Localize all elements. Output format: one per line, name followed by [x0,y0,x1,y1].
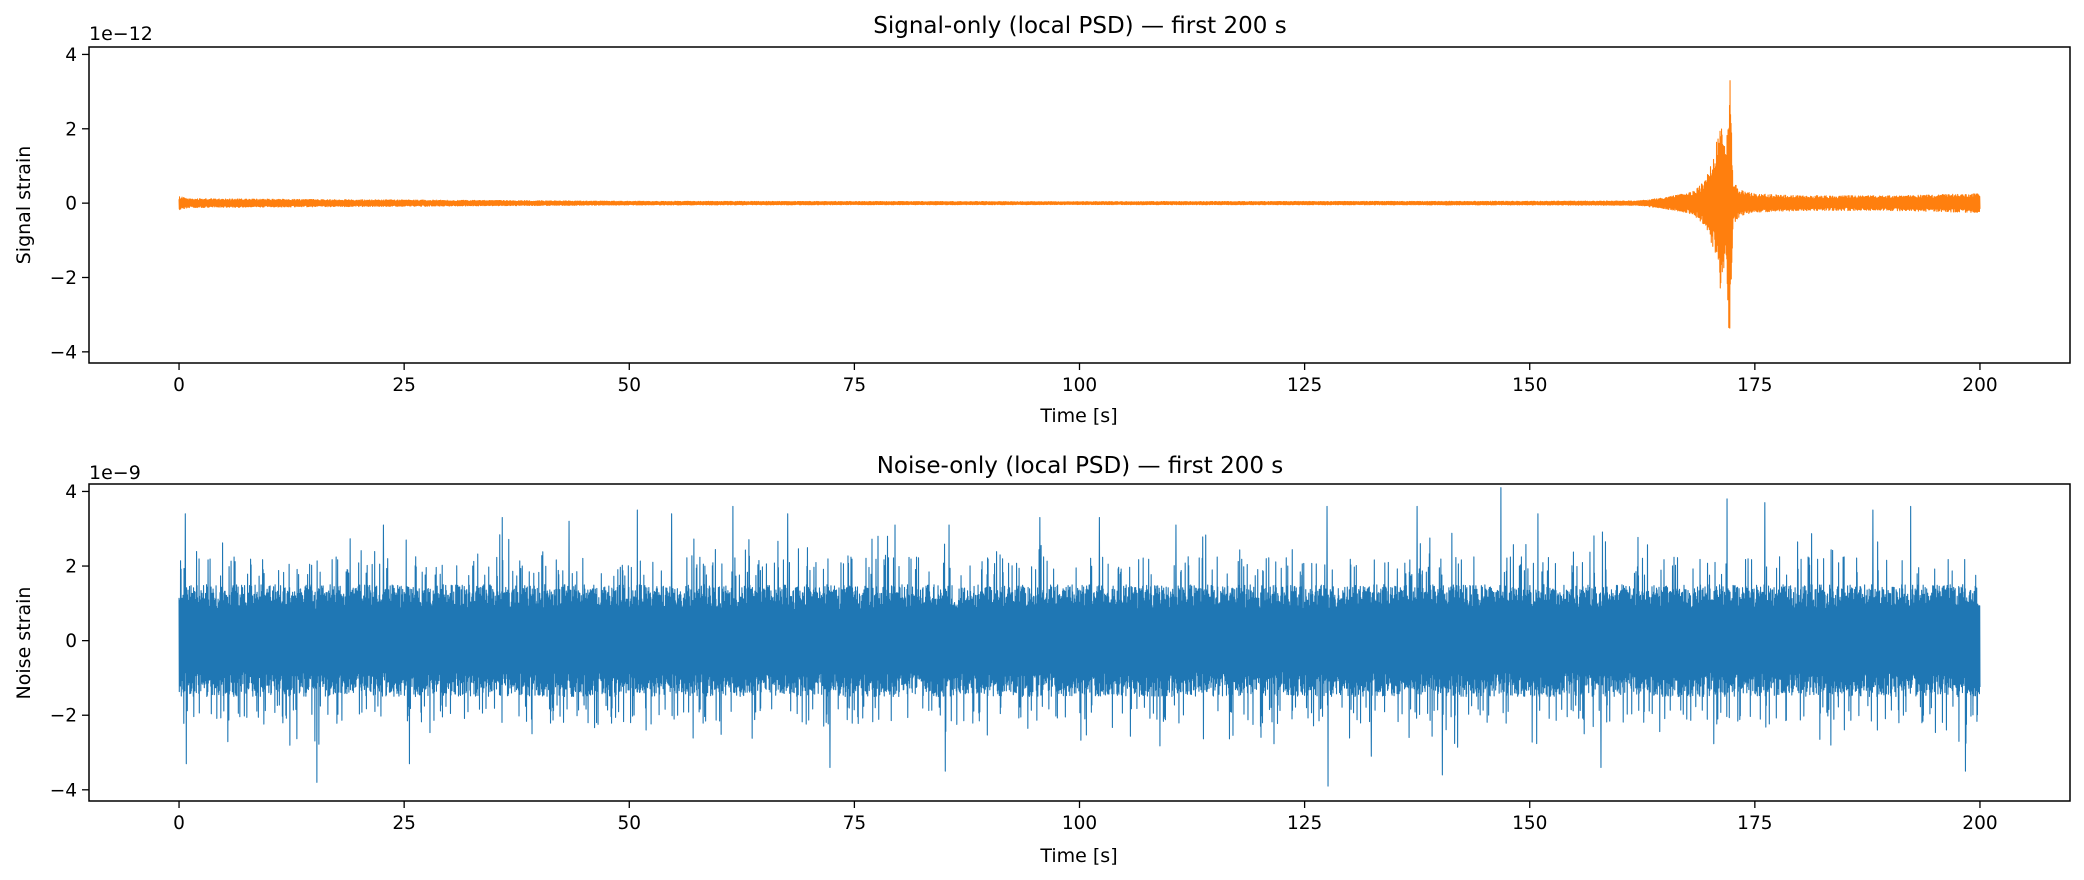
noise-x-axis-label: Time [s] [1039,845,1117,867]
signal-y-tick-label: 4 [65,45,77,66]
noise-x-tick-label: 150 [1512,813,1547,834]
noise-series-line [178,487,1981,787]
noise-y-tick-label: −4 [50,780,77,801]
signal-panel: Signal-only (local PSD) — first 200 s 1e… [13,13,2071,427]
noise-x-tick-label: 25 [392,813,416,834]
signal-y-tick-label: 0 [65,194,77,215]
signal-x-tick-label: 175 [1737,375,1772,396]
signal-y-tick-label: −2 [50,268,77,289]
noise-y-tick-label: −2 [50,706,77,727]
signal-x-tick-label: 75 [843,375,867,396]
noise-x-tick-label: 125 [1287,813,1322,834]
noise-y-axis-label: Noise strain [13,587,35,700]
noise-x-tick-label: 200 [1962,813,1997,834]
noise-x-tick-label: 175 [1737,813,1772,834]
signal-x-tick-label: 125 [1287,375,1322,396]
noise-y-tick-label: 0 [65,631,77,652]
signal-y-axis: −4 −2 0 2 4 [50,45,89,363]
noise-y-tick-label: 2 [65,557,77,578]
signal-x-tick-label: 50 [617,375,641,396]
signal-x-axis: 0 25 50 75 100 125 150 175 200 [173,363,1998,396]
signal-x-axis-label: Time [s] [1039,405,1117,427]
noise-panel: Noise-only (local PSD) — first 200 s 1e−… [13,453,2071,867]
signal-x-tick-label: 25 [392,375,416,396]
noise-x-tick-label: 100 [1062,813,1097,834]
noise-x-axis: 0 25 50 75 100 125 150 175 200 [173,801,1998,834]
noise-axes-frame [88,483,2071,802]
noise-y-tick-label: 4 [65,482,77,503]
signal-y-offset-label: 1e−12 [89,23,153,45]
signal-axes-frame [88,46,2071,364]
signal-y-axis-label: Signal strain [13,146,35,265]
signal-plot-area [178,80,1981,329]
signal-y-tick-label: 2 [65,119,77,140]
noise-y-axis: −4 −2 0 2 4 [50,482,89,801]
signal-series-line [178,80,1981,329]
noise-chart-title: Noise-only (local PSD) — first 200 s [877,453,1284,479]
signal-x-tick-label: 150 [1512,375,1547,396]
signal-chart-title: Signal-only (local PSD) — first 200 s [873,13,1286,39]
noise-y-offset-label: 1e−9 [89,462,141,484]
noise-x-tick-label: 0 [173,813,185,834]
noise-plot-area [178,487,1981,787]
signal-x-tick-label: 200 [1962,375,1997,396]
noise-x-tick-label: 50 [617,813,641,834]
signal-x-tick-label: 100 [1062,375,1097,396]
signal-x-tick-label: 0 [173,375,185,396]
signal-y-tick-label: −4 [50,342,77,363]
noise-x-tick-label: 75 [843,813,867,834]
